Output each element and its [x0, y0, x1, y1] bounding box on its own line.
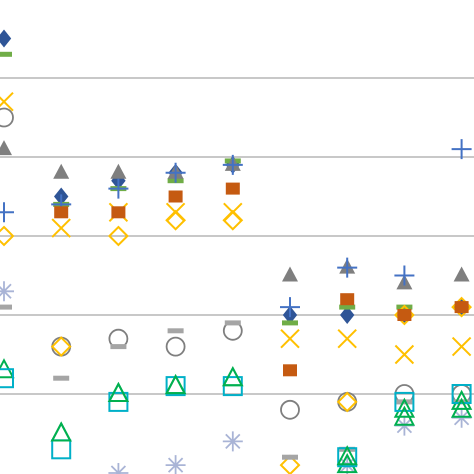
marker-triangle-series-5-point-3	[110, 163, 127, 179]
marker-diamond-open-series-7-point-7	[336, 391, 358, 413]
marker-triangle-open-series-11-point-2	[50, 421, 72, 442]
marker-asterisk-series-9-point-4	[165, 455, 186, 474]
marker-dash-series-10-point-5	[224, 320, 241, 326]
marker-x-series-3-point-9	[451, 336, 472, 357]
marker-plus-series-6-point-6	[280, 297, 300, 318]
marker-triangle-open-series-13-point-8	[393, 405, 416, 426]
marker-plus-series-6-point-7	[337, 257, 358, 278]
marker-triangle-open-series-13-point-3	[107, 381, 130, 402]
marker-dash-series-10-point-3	[110, 344, 127, 350]
marker-square-filled-series-8-point-4	[168, 190, 183, 203]
marker-diamond-series-1-point-1	[0, 29, 12, 48]
marker-triangle-series-5-point-6	[282, 266, 298, 282]
marker-circle-series-4-point-2	[51, 336, 72, 357]
marker-plus-series-6-point-3	[108, 178, 129, 199]
marker-diamond-open-series-7-point-2	[50, 336, 72, 358]
marker-square-filled-series-8-point-9	[454, 301, 469, 314]
marker-square-open-series-12-point-2	[51, 439, 72, 460]
marker-diamond-open-series-7-point-1	[0, 225, 15, 247]
marker-dash-series-10-point-6	[282, 454, 298, 460]
marker-plus-series-6-point-1	[0, 202, 14, 223]
marker-square-filled-series-8-point-5	[225, 182, 240, 195]
marker-triangle-open-series-11-point-4	[164, 373, 187, 395]
marker-circle-series-4-point-4	[165, 336, 186, 357]
marker-square-open-series-12-point-1	[0, 368, 14, 389]
data-markers	[0, 29, 473, 474]
marker-dash-series-10-point-1	[0, 304, 12, 310]
marker-triangle-open-series-11-point-9	[450, 389, 473, 410]
marker-triangle-series-5-point-9	[453, 266, 470, 282]
marker-plus-series-6-point-5	[222, 154, 243, 175]
marker-asterisk-series-9-point-1	[0, 281, 14, 302]
marker-square-filled-series-8-point-7	[340, 293, 355, 306]
marker-plus-series-6-point-9	[451, 139, 472, 160]
marker-diamond-open-series-7-point-5	[222, 209, 244, 231]
marker-diamond-series-1-point-7	[340, 306, 355, 324]
marker-triangle-open-series-13-point-2	[50, 421, 72, 442]
marker-x-series-3-point-8	[394, 344, 415, 365]
marker-dash-series-10-point-4	[167, 328, 184, 334]
marker-asterisk-series-9-point-5	[222, 431, 243, 452]
marker-circle-series-4-point-1	[0, 107, 14, 128]
marker-dash-series-2-point-7	[339, 304, 356, 310]
marker-x-series-3-point-6	[280, 328, 300, 349]
marker-diamond-open-series-7-point-4	[165, 209, 187, 231]
marker-x-series-3-point-7	[337, 328, 357, 349]
marker-dash-series-10-point-2	[53, 375, 70, 381]
marker-triangle-open-series-13-point-9	[450, 397, 473, 418]
marker-circle-series-4-point-6	[280, 399, 300, 420]
marker-asterisk-series-9-point-3	[108, 463, 129, 474]
marker-diamond-open-series-7-point-6	[279, 454, 301, 474]
marker-triangle-open-series-13-point-5	[222, 366, 244, 387]
marker-triangle-open-series-13-point-4	[164, 373, 187, 395]
marker-dash-series-2-point-1	[0, 51, 12, 57]
marker-plus-series-6-point-4	[165, 162, 186, 183]
marker-triangle-open-series-13-point-7	[336, 445, 358, 466]
marker-square-filled-series-8-point-8	[397, 309, 412, 321]
marker-dash-series-2-point-6	[282, 320, 298, 326]
marker-circle-series-4-point-7	[337, 391, 358, 412]
marker-square-filled-series-8-point-6	[283, 364, 297, 377]
marker-square-filled-series-8-point-3	[111, 206, 126, 219]
marker-square-filled-series-8-point-2	[54, 206, 69, 219]
marker-triangle-series-5-point-1	[0, 140, 12, 156]
marker-diamond-open-series-7-point-3	[107, 225, 129, 247]
marker-square-open-series-12-point-8	[394, 391, 415, 412]
marker-square-open-series-12-point-9	[451, 384, 472, 404]
marker-plus-series-6-point-8	[394, 265, 415, 286]
marker-triangle-series-5-point-2	[53, 163, 70, 179]
marker-triangle-open-series-11-point-8	[393, 397, 416, 418]
marker-x-series-3-point-2	[51, 218, 71, 238]
marker-x-series-3-point-1	[0, 91, 14, 112]
